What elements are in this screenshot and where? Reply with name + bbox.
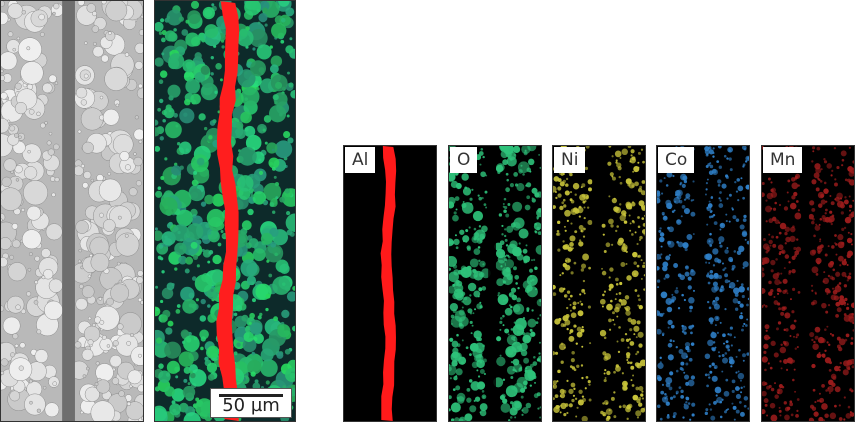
- element-map-ni: Ni: [552, 145, 646, 422]
- element-map-ni-image: [553, 146, 645, 421]
- element-label-ni: Ni: [554, 147, 586, 173]
- element-label-o: O: [450, 147, 478, 173]
- element-label-co: Co: [658, 147, 695, 173]
- element-label-al: Al: [345, 147, 376, 173]
- element-label-mn: Mn: [763, 147, 803, 173]
- element-map-co-image: [657, 146, 749, 421]
- element-map-o: O: [448, 145, 542, 422]
- eds-overlay-panel: 50 µm: [154, 0, 296, 422]
- element-map-mn-image: [762, 146, 854, 421]
- element-map-co: Co: [656, 145, 750, 422]
- sem-micrograph-panel: [0, 0, 144, 422]
- element-map-o-image: [449, 146, 541, 421]
- scale-bar: 50 µm: [210, 388, 292, 418]
- element-map-al: Al: [343, 145, 437, 422]
- sem-micrograph-image: [1, 1, 143, 421]
- element-map-mn: Mn: [761, 145, 855, 422]
- scale-bar-label: 50 µm: [222, 395, 280, 416]
- eds-overlay-image: [155, 1, 295, 421]
- element-map-al-image: [344, 146, 436, 421]
- scale-bar-line: [219, 394, 283, 397]
